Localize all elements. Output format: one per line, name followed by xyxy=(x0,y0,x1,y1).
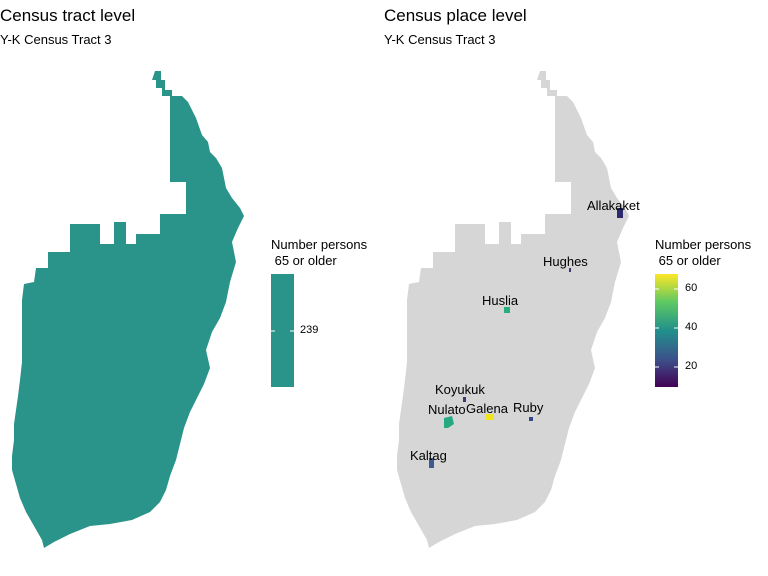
place-label-hughes: Hughes xyxy=(543,254,588,269)
left-legend-tick-label: 239 xyxy=(300,324,319,336)
census-place-base-region xyxy=(397,71,629,548)
right-panel-title: Census place level xyxy=(384,6,527,25)
place-label-nulato: Nulato xyxy=(428,402,466,417)
census-tract-region xyxy=(12,71,244,548)
place-allakaket xyxy=(617,208,623,218)
right-legend-tick-20: 20 xyxy=(685,360,698,372)
right-legend-tick-60: 60 xyxy=(685,282,698,294)
place-hughes xyxy=(569,268,571,272)
right-legend-colorbar xyxy=(655,274,678,387)
right-panel-subtitle: Y-K Census Tract 3 xyxy=(384,32,496,47)
place-nulato xyxy=(444,416,454,428)
place-label-kaltag: Kaltag xyxy=(410,448,447,463)
place-huslia xyxy=(504,307,510,313)
left-panel-title: Census tract level xyxy=(0,6,136,25)
left-panel-subtitle: Y-K Census Tract 3 xyxy=(0,32,112,47)
place-kaltag xyxy=(429,458,434,468)
left-legend-title: Number persons 65 or older xyxy=(271,237,368,268)
place-label-galena: Galena xyxy=(466,401,508,416)
right-legend-tick-40: 40 xyxy=(685,321,698,333)
right-legend-title: Number persons 65 or older xyxy=(655,237,752,268)
place-label-allakaket: Allakaket xyxy=(587,198,640,213)
place-label-koyukuk: Koyukuk xyxy=(435,382,485,397)
place-koyukuk xyxy=(463,397,466,402)
left-legend-colorbar xyxy=(271,274,294,387)
place-label-huslia: Huslia xyxy=(482,293,519,308)
place-ruby xyxy=(529,417,533,421)
place-galena xyxy=(486,414,494,420)
place-label-ruby: Ruby xyxy=(513,400,544,415)
